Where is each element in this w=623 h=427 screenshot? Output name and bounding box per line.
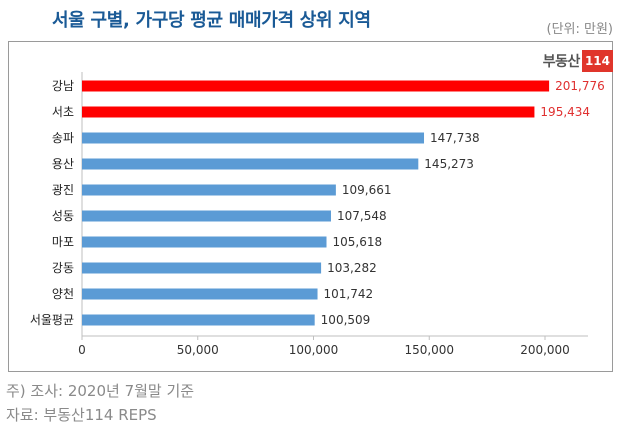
category-label: 강남: [52, 79, 74, 93]
value-label: 101,742: [324, 287, 374, 301]
value-label: 100,509: [321, 313, 371, 327]
bar-2: [82, 106, 535, 118]
bar-6: [82, 210, 331, 222]
category-label: 광진: [52, 183, 74, 197]
chart-title: 서울 구별, 가구당 평균 매매가격 상위 지역: [52, 10, 371, 31]
category-label: 용산: [52, 157, 74, 171]
category-label: 송파: [52, 131, 74, 145]
category-label: 강동: [52, 261, 74, 275]
footnote-survey: 주) 조사: 2020년 7월말 기준: [6, 382, 195, 400]
bar-1: [82, 80, 550, 92]
bar-8: [82, 262, 322, 274]
bar-10: [82, 314, 315, 326]
value-label: 107,548: [337, 209, 387, 223]
x-tick-label: 0: [78, 343, 86, 357]
x-tick-label: 200,000: [520, 343, 570, 357]
chart-frame: [8, 41, 613, 372]
value-label: 109,661: [342, 183, 392, 197]
x-tick-label: 100,000: [289, 343, 339, 357]
footnote-source: 자료: 부동산114 REPS: [6, 406, 157, 424]
value-label: 103,282: [327, 261, 377, 275]
value-label: 147,738: [430, 131, 480, 145]
logo: 부동산 114: [543, 50, 613, 72]
category-label: 성동: [52, 209, 74, 223]
logo-number: 114: [581, 50, 613, 72]
logo-text: 부동산: [542, 54, 581, 70]
x-tick-label: 50,000: [177, 343, 219, 357]
value-label: 105,618: [333, 235, 383, 249]
category-label: 마포: [52, 235, 74, 249]
unit-label: (단위: 만원): [546, 22, 614, 37]
bar-5: [82, 184, 336, 196]
value-label: 145,273: [424, 157, 474, 171]
bar-4: [82, 158, 419, 170]
bar-3: [82, 132, 425, 144]
category-label: 양천: [52, 286, 74, 301]
value-label: 201,776: [555, 79, 605, 93]
x-tick-label: 150,000: [404, 343, 454, 357]
bar-7: [82, 236, 327, 248]
bar-9: [82, 288, 318, 300]
category-label: 서울평균: [30, 313, 74, 327]
category-label: 서초: [52, 105, 74, 119]
value-label: 195,434: [540, 105, 590, 119]
